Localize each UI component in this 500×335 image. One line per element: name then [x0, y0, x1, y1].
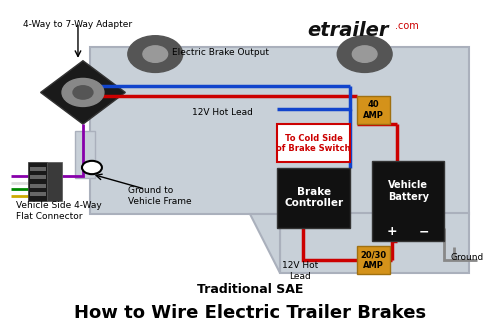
- Circle shape: [73, 86, 93, 99]
- Bar: [76, 131, 96, 178]
- Bar: [372, 161, 444, 241]
- Bar: [280, 212, 469, 273]
- Text: Brake
Controller: Brake Controller: [284, 187, 343, 208]
- Bar: [30, 167, 46, 171]
- Text: Traditional SAE: Traditional SAE: [197, 283, 303, 296]
- Text: −: −: [419, 225, 430, 238]
- Bar: [30, 175, 46, 179]
- Bar: [28, 162, 47, 201]
- Text: 12V Hot Lead: 12V Hot Lead: [192, 108, 253, 117]
- Text: 12V Hot
Lead: 12V Hot Lead: [282, 261, 318, 281]
- Text: Ground: Ground: [450, 253, 484, 262]
- Text: How to Wire Electric Trailer Brakes: How to Wire Electric Trailer Brakes: [74, 304, 426, 322]
- Bar: [278, 124, 349, 162]
- Text: +: +: [387, 225, 398, 238]
- Circle shape: [143, 46, 168, 62]
- Circle shape: [62, 78, 104, 107]
- Text: 40
AMP: 40 AMP: [363, 100, 384, 120]
- Circle shape: [128, 36, 182, 72]
- Text: Vehicle Side 4-Way
Flat Connector: Vehicle Side 4-Way Flat Connector: [16, 201, 102, 220]
- Bar: [357, 246, 390, 274]
- Bar: [30, 184, 46, 188]
- Bar: [47, 162, 62, 201]
- Bar: [357, 96, 390, 124]
- Circle shape: [338, 36, 392, 72]
- Bar: [90, 47, 470, 214]
- Text: Vehicle
Battery: Vehicle Battery: [388, 181, 429, 202]
- Polygon shape: [250, 214, 280, 273]
- Polygon shape: [40, 61, 125, 124]
- Bar: [30, 192, 46, 196]
- Text: Ground to
Vehicle Frame: Ground to Vehicle Frame: [128, 186, 192, 206]
- Text: To Cold Side
of Brake Switch: To Cold Side of Brake Switch: [276, 134, 351, 153]
- Text: Electric Brake Output: Electric Brake Output: [172, 48, 268, 57]
- Text: 20/30
AMP: 20/30 AMP: [360, 250, 386, 270]
- Circle shape: [82, 161, 102, 174]
- Text: .com: .com: [394, 21, 418, 31]
- Bar: [278, 168, 349, 227]
- Circle shape: [352, 46, 377, 62]
- Text: etrailer: etrailer: [308, 21, 389, 40]
- Text: 4-Way to 7-Way Adapter: 4-Way to 7-Way Adapter: [24, 19, 132, 28]
